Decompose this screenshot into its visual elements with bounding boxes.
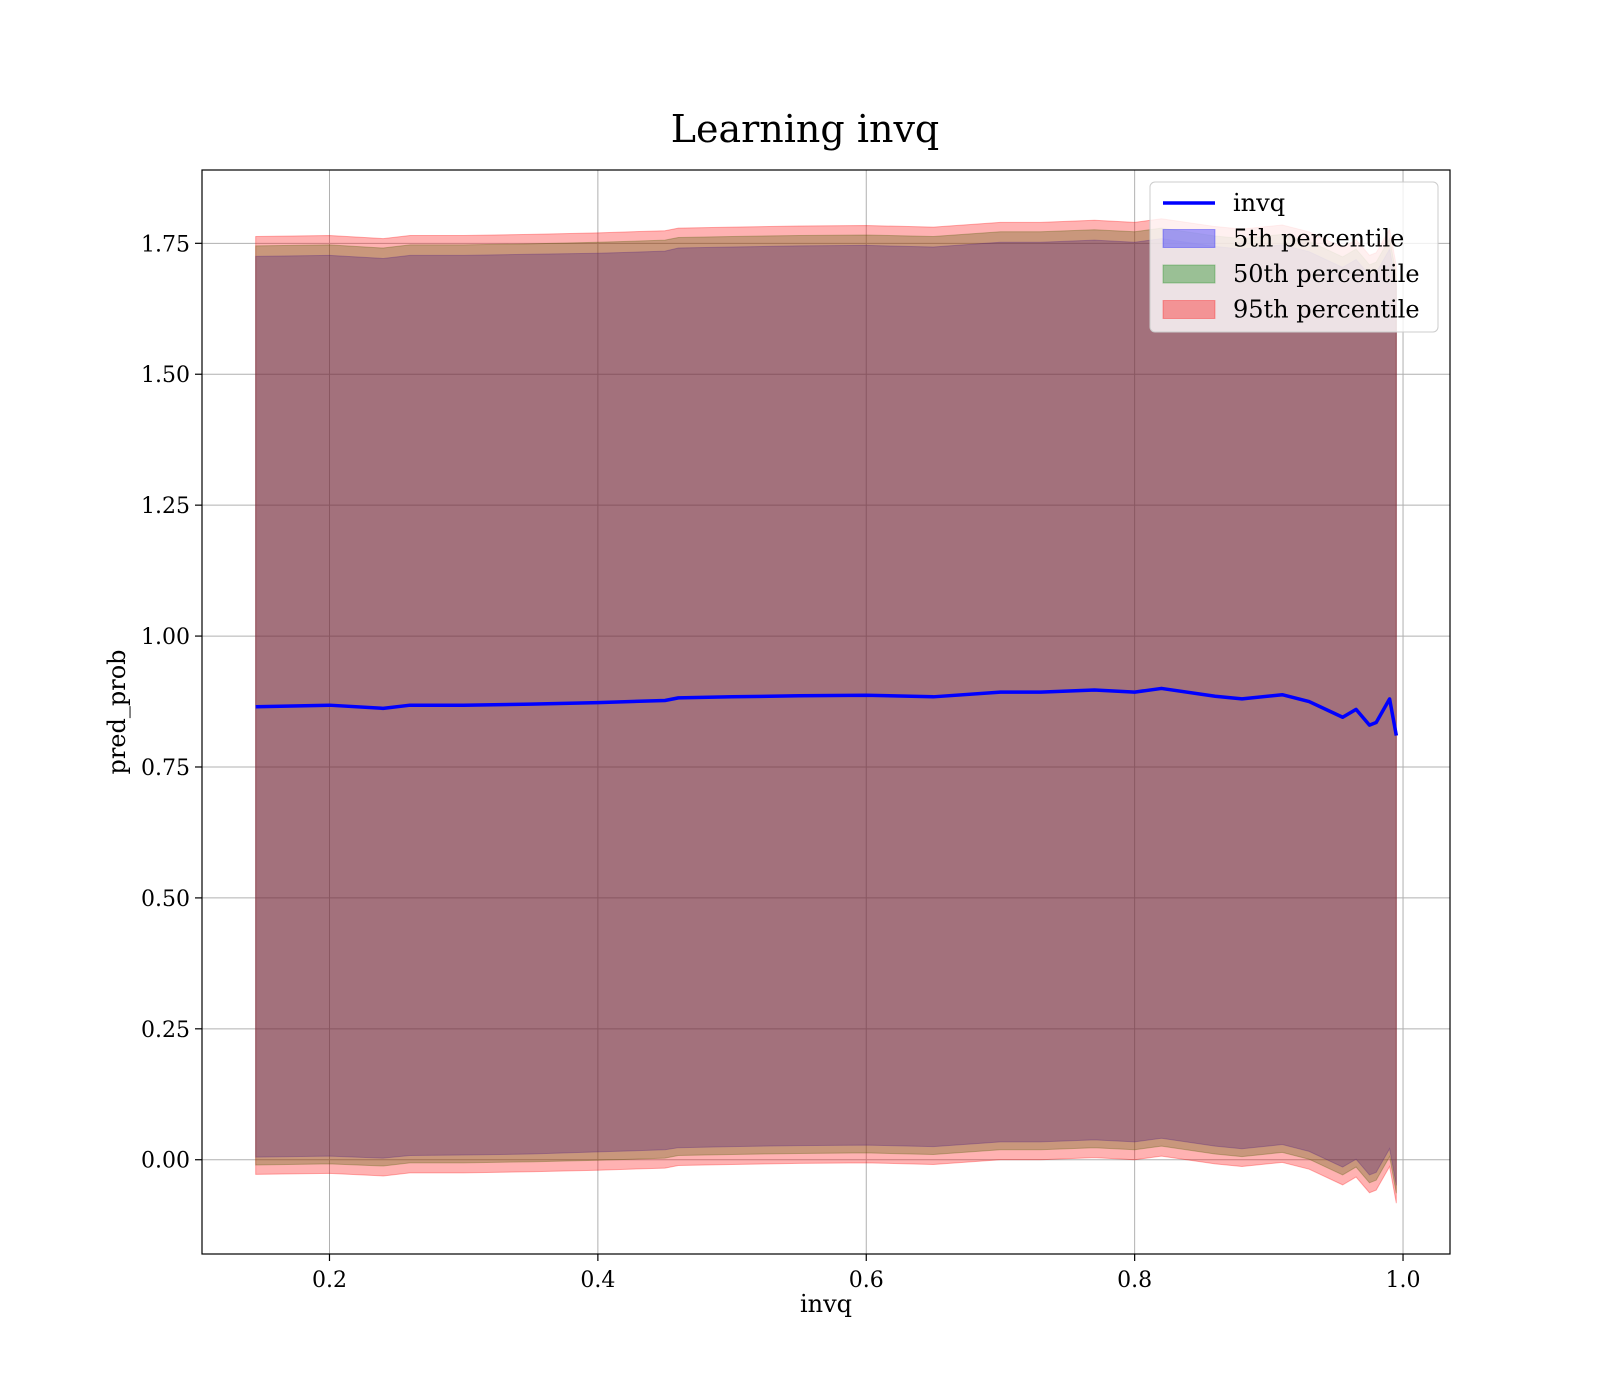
y-tick-label: 0.75 xyxy=(141,756,190,781)
x-axis-ticks: 0.2 0.4 0.6 0.8 1.0 xyxy=(312,1254,1421,1293)
band-5th-percentile xyxy=(255,238,1397,1186)
x-tick-label: 0.4 xyxy=(580,1268,615,1293)
y-tick-label: 0.25 xyxy=(141,1018,190,1043)
y-tick-label: 1.75 xyxy=(141,232,190,257)
line-invq xyxy=(255,686,1399,736)
y-tick-label: 1.50 xyxy=(141,363,190,388)
legend-swatch-95th-percentile xyxy=(1162,300,1216,319)
legend-label-50th-percentile: 50th percentile xyxy=(1233,260,1420,288)
percentile-bands xyxy=(255,218,1397,1204)
band-95th-percentile xyxy=(255,218,1397,1204)
y-axis-ticks: 0.00 0.25 0.50 0.75 1.00 1.25 1.50 1.75 xyxy=(141,232,202,1174)
grid xyxy=(202,170,1450,1254)
legend-swatch-50th-percentile xyxy=(1162,264,1216,284)
legend-box xyxy=(1149,181,1439,333)
y-tick-label: 1.25 xyxy=(141,494,190,519)
legend-swatch-5th-percentile xyxy=(1162,229,1216,248)
y-tick-label: 0.00 xyxy=(141,1149,190,1174)
legend-label-95th-percentile: 95th percentile xyxy=(1233,296,1420,324)
x-axis-label: invq xyxy=(800,1290,852,1318)
legend: invq 5th percentile 50th percentile 95th pe… xyxy=(1149,181,1439,333)
plot-area-frame xyxy=(201,169,1451,1255)
x-tick-label: 0.8 xyxy=(1117,1268,1152,1293)
band-50th-percentile xyxy=(255,227,1397,1194)
legend-label-invq: invq xyxy=(1233,189,1285,217)
series-lines xyxy=(255,686,1399,736)
y-axis-label: pred_prob xyxy=(103,649,131,774)
chart-title: Learning invq xyxy=(671,107,939,151)
x-tick-label: 0.6 xyxy=(849,1268,884,1293)
y-tick-label: 1.00 xyxy=(141,625,190,650)
x-tick-label: 1.0 xyxy=(1386,1268,1421,1293)
y-tick-label: 0.50 xyxy=(141,887,190,912)
x-tick-label: 0.2 xyxy=(312,1268,347,1293)
legend-label-5th-percentile: 5th percentile xyxy=(1233,225,1404,253)
